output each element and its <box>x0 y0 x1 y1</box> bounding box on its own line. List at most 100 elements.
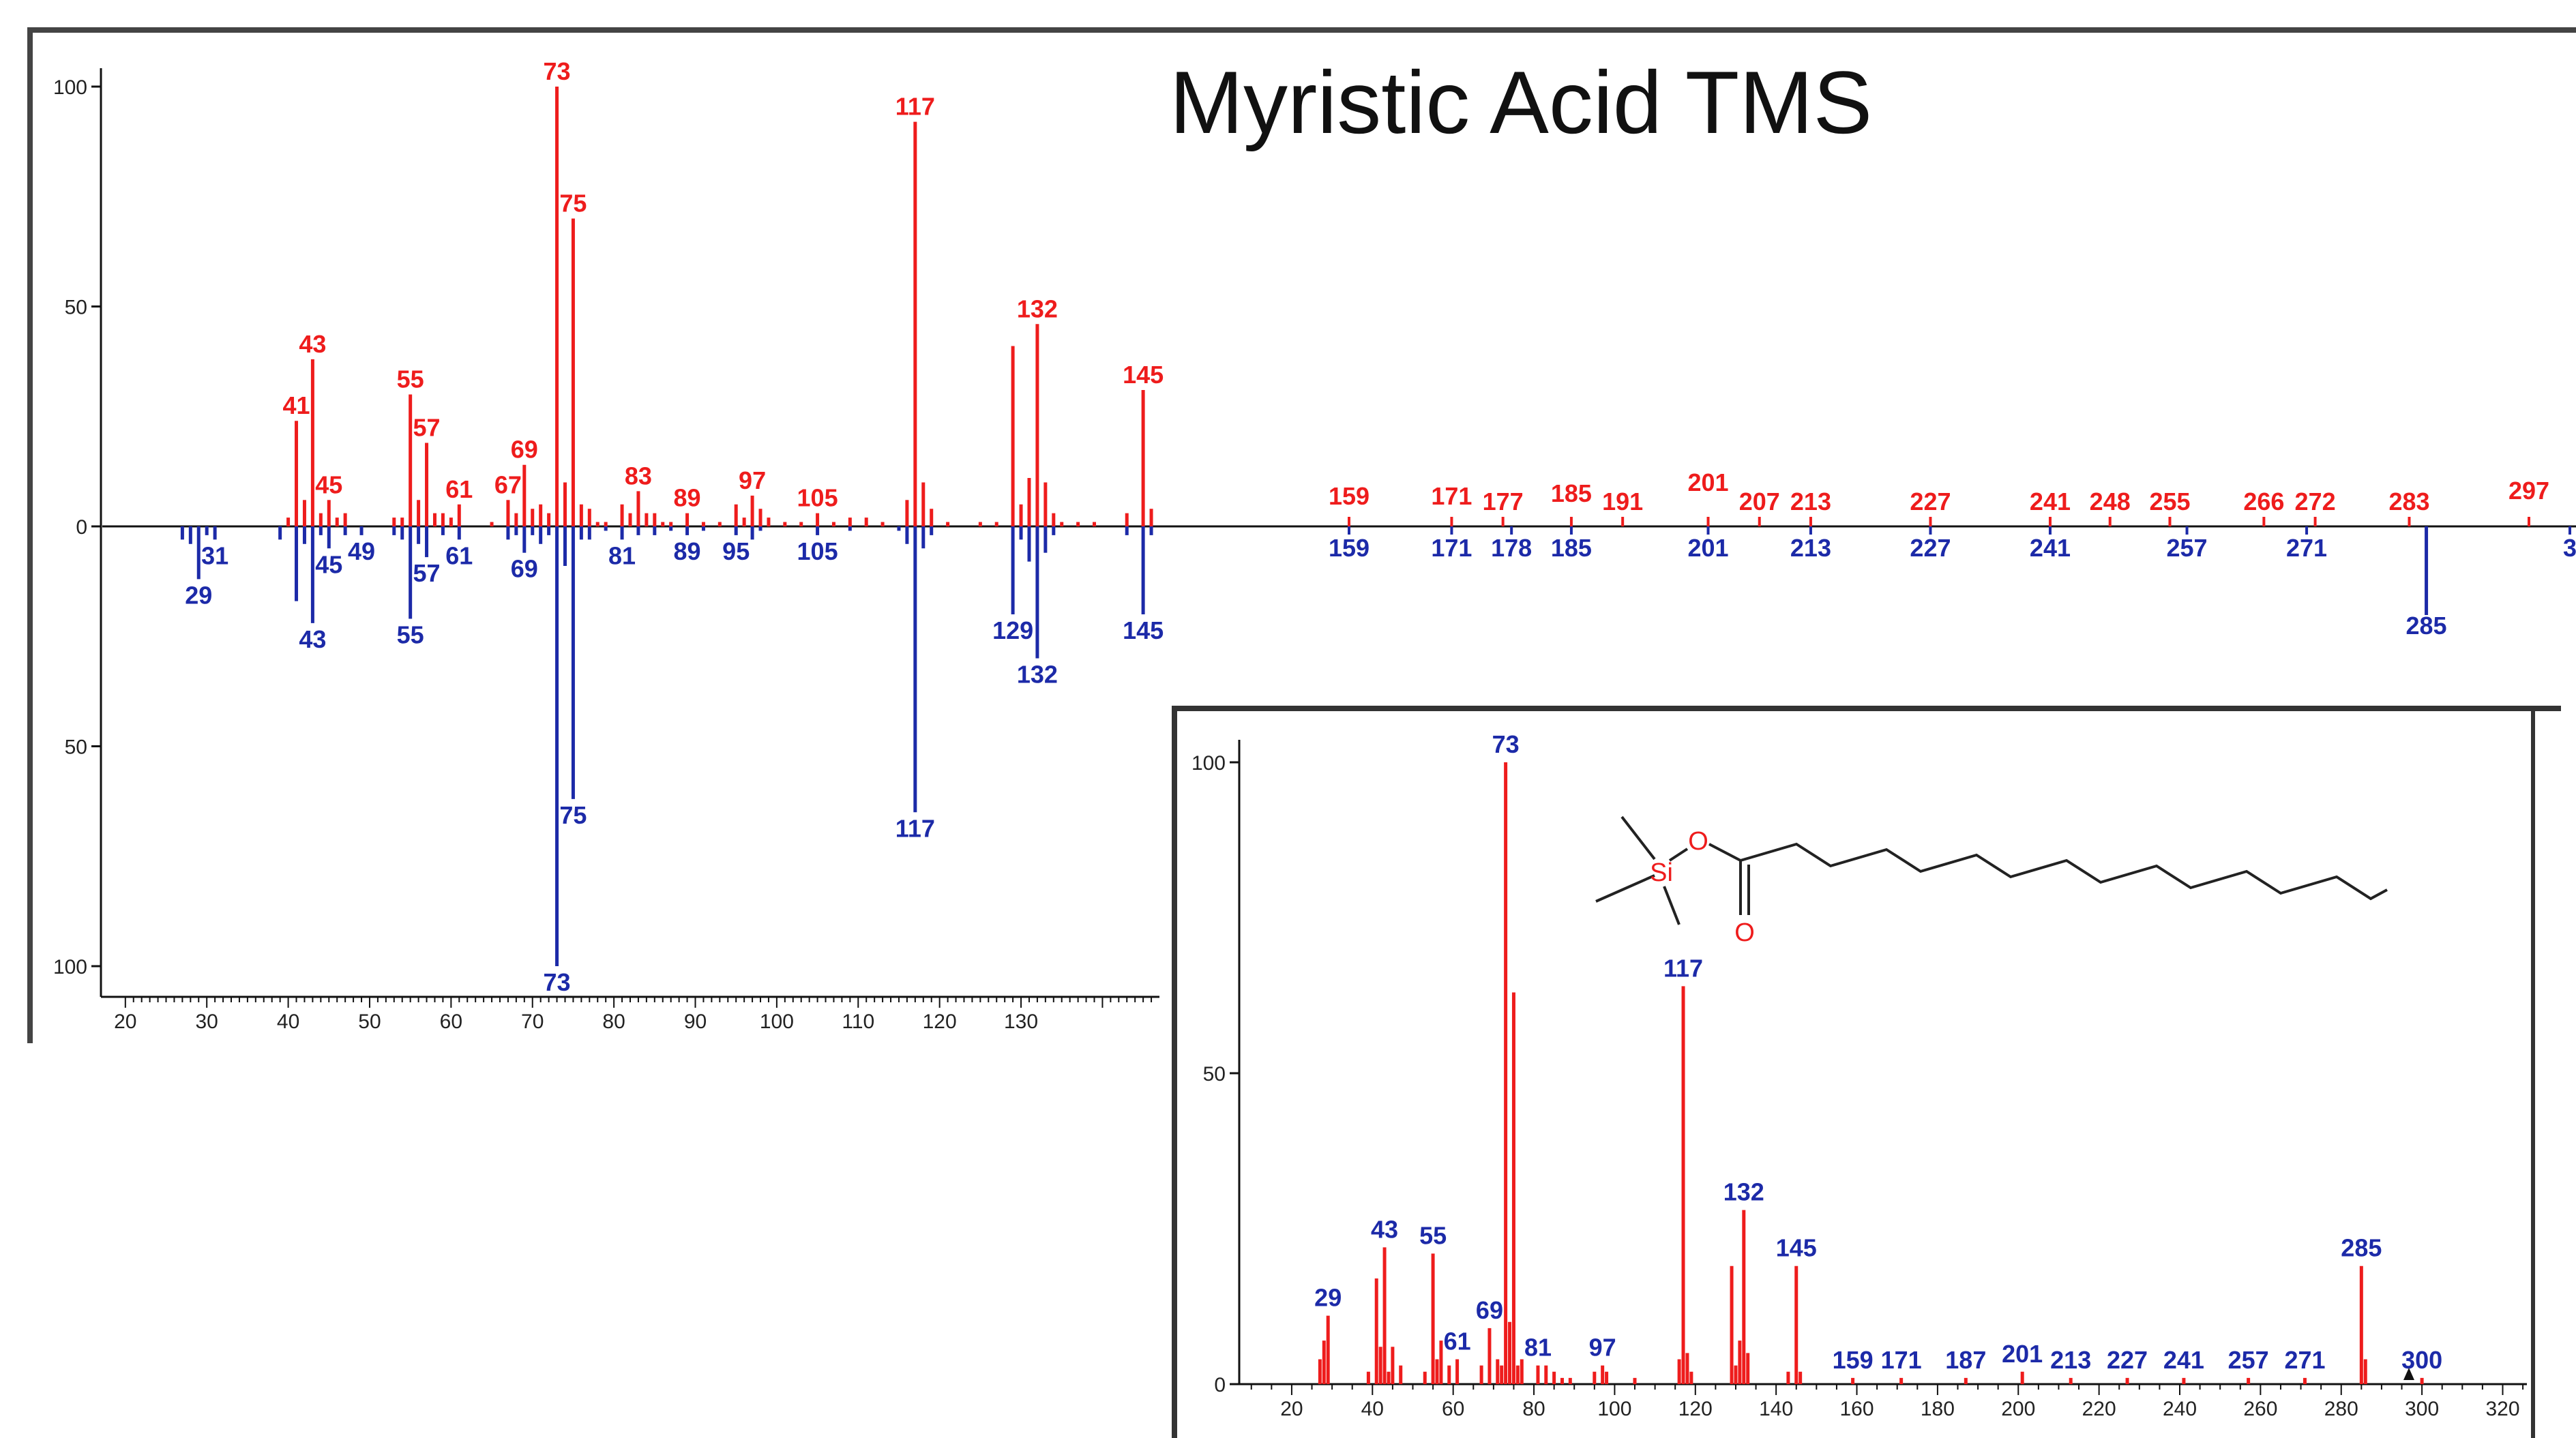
bottom-peak-label: 3 <box>2563 534 2576 562</box>
inset-peak-label: 55 <box>1419 1221 1447 1249</box>
inset-y-ticks: 0 50 100 <box>1191 752 1239 1396</box>
main-y-tick-label: 50 <box>65 736 87 759</box>
inset-x-tick-label: 300 <box>2405 1398 2439 1420</box>
bottom-peak-label: 129 <box>992 616 1033 644</box>
silicon-atom-label: Si <box>1650 858 1673 887</box>
main-x-tick-label: 100 <box>760 1010 794 1033</box>
bottom-peak-label: 43 <box>299 625 326 653</box>
top-peak-label: 55 <box>397 365 424 393</box>
bottom-peak-label: 45 <box>315 550 342 578</box>
chart-title: Myristic Acid TMS <box>1170 53 1872 152</box>
inset-x-tick-label: 100 <box>1597 1398 1631 1420</box>
main-x-tick-label: 50 <box>358 1010 381 1033</box>
bottom-peak-label: 201 <box>1687 534 1728 562</box>
inset-x-tick-label: 220 <box>2082 1398 2116 1420</box>
inset-peak-label: 132 <box>1723 1178 1764 1206</box>
inset-x-tick-label: 320 <box>2485 1398 2519 1420</box>
inset-peak-label: 227 <box>2107 1346 2148 1374</box>
top-peak-label: 45 <box>315 470 342 498</box>
top-peak-label: 57 <box>413 413 441 441</box>
bottom-peak-label: 95 <box>722 537 750 565</box>
inset-peak-label: 201 <box>2002 1340 2043 1368</box>
main-y-tick-label: 0 <box>76 516 87 539</box>
inset-peak-label: 171 <box>1881 1346 1922 1374</box>
top-peak-label: 105 <box>797 484 838 512</box>
o-c-bond <box>1708 843 1741 862</box>
inset-peak-label: 187 <box>1945 1346 1986 1374</box>
cursor-marker <box>2403 1368 2414 1380</box>
inset-x-ticks: 20 40 60 80 100 120 140 160 180 200 220 240 260 280 30… <box>1250 1384 2524 1420</box>
bottom-peak-label: 81 <box>608 541 636 569</box>
inset-x-tick-label: 180 <box>1921 1398 1955 1420</box>
bottom-peak-label: 57 <box>413 559 441 587</box>
inset-peak-label: 241 <box>2163 1346 2204 1374</box>
bottom-peak-label: 31 <box>201 541 228 569</box>
top-peak-label: 43 <box>299 330 326 358</box>
main-x-tick-label: 30 <box>196 1010 218 1033</box>
inset-peak-label: 81 <box>1524 1334 1552 1362</box>
main-x-tick-label: 90 <box>684 1010 707 1033</box>
bottom-peak-label: 29 <box>185 581 212 609</box>
inset-peak-label: 300 <box>2401 1346 2442 1374</box>
bottom-peak-label: 178 <box>1491 534 1532 562</box>
top-peak-label: 297 <box>2508 477 2549 505</box>
main-x-tick-label: 110 <box>842 1010 874 1033</box>
top-peak-label: 83 <box>625 462 652 490</box>
inset-peak-label: 285 <box>2341 1234 2382 1262</box>
inset-y-tick-label: 100 <box>1191 752 1226 775</box>
bottom-peak-label: 105 <box>797 537 838 565</box>
top-peak-label: 61 <box>445 475 473 503</box>
inset-peak-label: 61 <box>1444 1328 1471 1355</box>
bottom-peak-label: 171 <box>1431 534 1472 562</box>
ester-oxygen-label: O <box>1688 827 1708 856</box>
bottom-peak-label: 69 <box>511 555 538 583</box>
inset-peak-label: 159 <box>1833 1346 1874 1374</box>
inset-peak-label: 73 <box>1492 730 1520 758</box>
carbonyl-oxygen-label: O <box>1734 918 1755 947</box>
inset-x-tick-label: 80 <box>1522 1398 1545 1420</box>
inset-x-tick-label: 60 <box>1442 1398 1464 1420</box>
top-peak-label: 177 <box>1483 488 1524 515</box>
top-peak-label: 207 <box>1739 488 1780 515</box>
bottom-peak-label: 213 <box>1790 534 1831 562</box>
main-x-tick-label: 20 <box>114 1010 136 1033</box>
si-o-bond <box>1668 848 1689 862</box>
inset-peak-label: 213 <box>2050 1346 2091 1374</box>
bottom-peak-label: 132 <box>1017 661 1058 689</box>
top-peak-label: 73 <box>544 57 571 85</box>
bottom-peak-label: 185 <box>1551 534 1592 562</box>
top-peak-label: 201 <box>1687 468 1728 496</box>
bottom-peak-label: 75 <box>559 801 587 829</box>
bottom-peak-label: 241 <box>2030 534 2071 562</box>
top-peak-label: 75 <box>559 190 587 218</box>
inset-peak-label: 117 <box>1663 954 1703 982</box>
bottom-peak-label: 73 <box>544 968 571 996</box>
inset-peak-label: 97 <box>1589 1334 1616 1362</box>
cursor-arrow <box>2403 1368 2414 1380</box>
inset-peak-label: 257 <box>2228 1346 2269 1374</box>
top-peak-label: 227 <box>1910 488 1951 515</box>
top-peak-label: 191 <box>1602 488 1643 515</box>
top-peak-label: 171 <box>1431 482 1472 510</box>
main-x-tick-label: 40 <box>277 1010 299 1033</box>
main-y-tick-label: 50 <box>65 297 87 319</box>
top-peak-label: 213 <box>1790 488 1831 515</box>
bottom-peak-label: 159 <box>1329 534 1370 562</box>
inset-peak-label: 43 <box>1371 1215 1398 1243</box>
inset-peak-label: 145 <box>1776 1234 1817 1262</box>
top-peak-label: 69 <box>511 436 538 464</box>
inset-peak-label: 29 <box>1314 1284 1342 1312</box>
top-peak-label: 255 <box>2149 488 2190 515</box>
main-x-tick-label: 130 <box>1004 1010 1038 1033</box>
top-peak-label: 241 <box>2030 488 2071 515</box>
methyl-bond-2 <box>1595 874 1655 903</box>
bottom-peak-label: 117 <box>895 814 935 842</box>
top-peak-label: 132 <box>1017 295 1058 323</box>
bottom-peak-label: 55 <box>397 620 424 648</box>
inset-y-tick-label: 0 <box>1214 1374 1226 1396</box>
inset-x-tick-label: 120 <box>1678 1398 1713 1420</box>
